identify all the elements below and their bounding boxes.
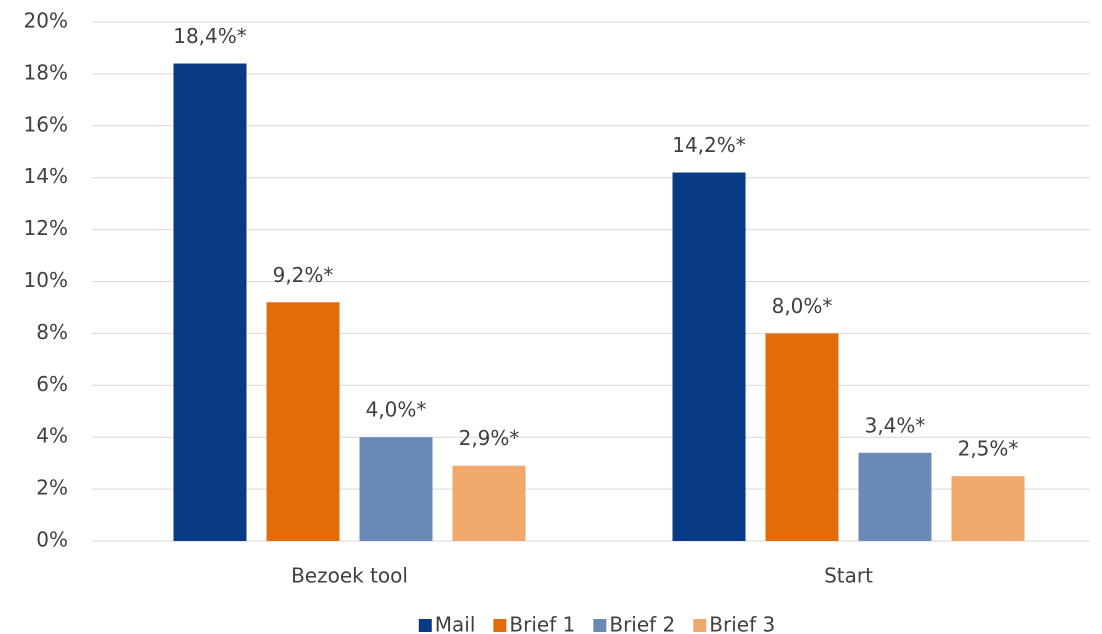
y-tick-label: 10% (24, 268, 68, 292)
legend-label: Mail (435, 613, 476, 634)
y-tick-label: 2% (36, 476, 68, 500)
y-tick-label: 16% (24, 112, 68, 136)
bar (765, 333, 839, 541)
x-tick-label: Bezoek tool (291, 564, 408, 588)
value-label: 2,9%* (459, 426, 520, 450)
y-tick-label: 0% (36, 528, 68, 552)
legend-label: Brief 1 (509, 613, 575, 634)
y-tick-label: 18% (24, 60, 68, 84)
x-tick-label: Start (824, 564, 873, 588)
bar (452, 465, 526, 541)
legend-label: Brief 3 (709, 613, 775, 634)
y-tick-label: 20% (24, 9, 68, 33)
bar (173, 63, 247, 542)
legend-swatch (693, 619, 707, 632)
value-label: 18,4%* (173, 24, 247, 48)
value-label: 3,4%* (865, 413, 926, 437)
bar (672, 172, 746, 541)
bar (858, 452, 932, 541)
bar (266, 302, 340, 541)
bar (951, 476, 1025, 541)
legend-label: Brief 2 (609, 613, 675, 634)
legend-swatch (593, 619, 607, 632)
legend-swatch (493, 619, 507, 632)
value-label: 2,5%* (958, 437, 1019, 461)
y-tick-label: 6% (36, 372, 68, 396)
legend-swatch (418, 619, 432, 632)
y-tick-label: 8% (36, 320, 68, 344)
value-label: 8,0%* (772, 294, 833, 318)
value-label: 9,2%* (273, 263, 334, 287)
value-label: 14,2%* (672, 133, 746, 157)
y-tick-label: 14% (24, 164, 68, 188)
y-tick-label: 12% (24, 216, 68, 240)
bar (359, 437, 433, 541)
value-label: 4,0%* (366, 398, 427, 422)
y-tick-label: 4% (36, 424, 68, 448)
